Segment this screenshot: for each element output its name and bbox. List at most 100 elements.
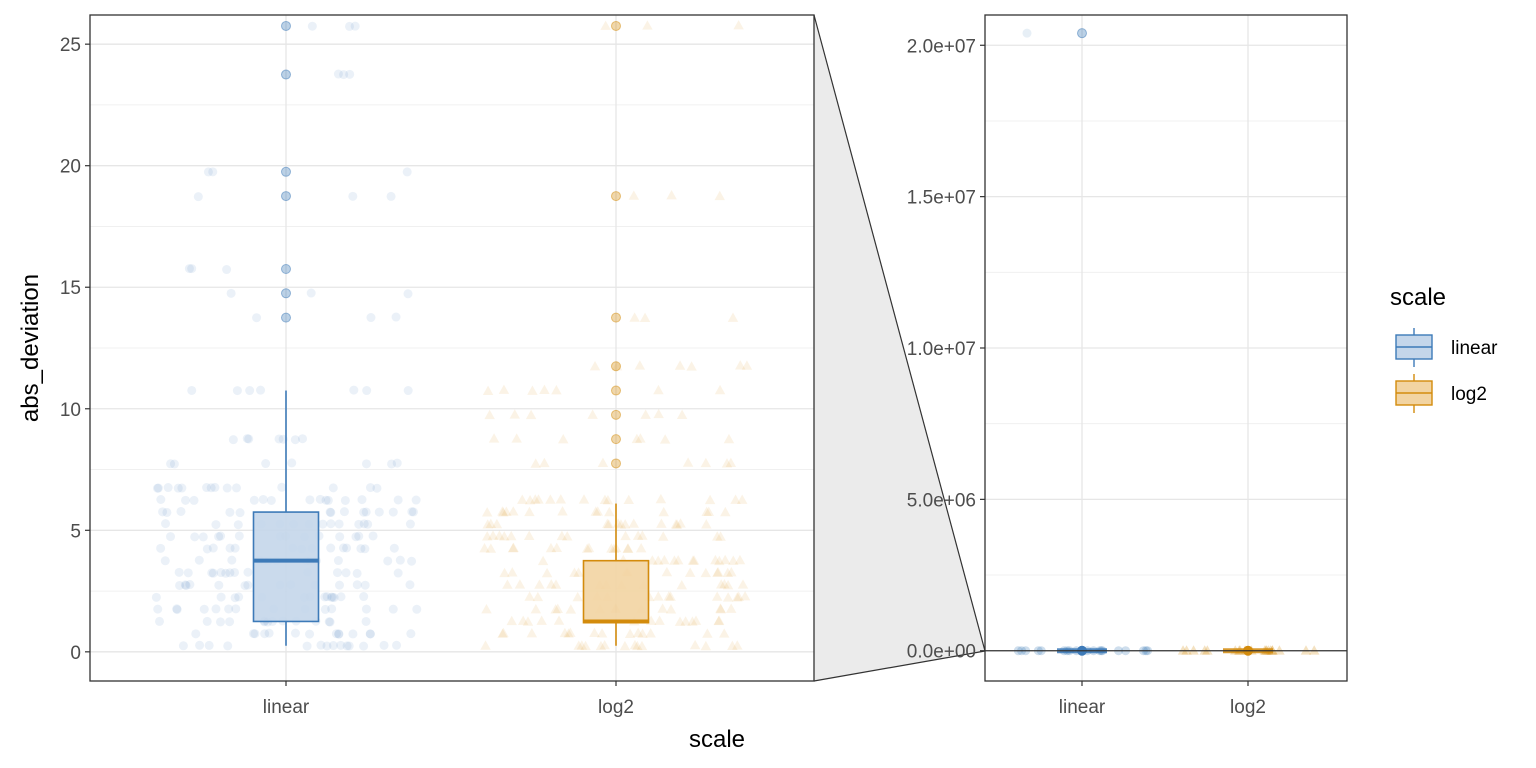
jitter-point — [552, 603, 564, 613]
jitter-point — [506, 530, 517, 541]
jitter-point — [536, 615, 547, 625]
jitter-point — [162, 507, 172, 517]
jitter-point — [530, 494, 541, 504]
jitter-point — [348, 629, 358, 639]
jitter-point — [507, 567, 518, 577]
jitter-point — [202, 483, 212, 493]
jitter-point — [619, 640, 631, 651]
jitter-point — [178, 641, 188, 651]
jitter-point — [207, 568, 217, 578]
jitter-point — [324, 617, 334, 627]
jitter-point — [352, 580, 362, 590]
jitter-point — [202, 616, 212, 626]
jitter-point — [320, 604, 330, 614]
jitter-point — [243, 567, 253, 577]
jitter-point — [700, 567, 712, 578]
jitter-point — [234, 531, 244, 541]
jitter-point — [545, 542, 557, 553]
jitter-point — [481, 507, 493, 517]
jitter-point — [365, 629, 375, 639]
jitter-point — [600, 20, 611, 30]
jitter-point — [655, 493, 667, 504]
jitter-point — [339, 70, 349, 80]
jitter-point — [1265, 645, 1276, 655]
jitter-point — [181, 495, 191, 505]
jitter-point — [180, 580, 190, 590]
jitter-point — [657, 603, 668, 613]
jitter-point — [550, 604, 561, 614]
jitter-point — [245, 386, 255, 396]
jitter-point — [361, 459, 371, 469]
jitter-point — [341, 568, 351, 578]
jitter-point — [334, 629, 344, 639]
jitter-point — [732, 592, 743, 602]
jitter-point — [266, 495, 276, 505]
jitter-point — [215, 617, 225, 627]
jitter-point — [225, 507, 235, 517]
jitter-point — [720, 506, 731, 517]
jitter-point — [393, 568, 403, 578]
jitter-point — [663, 591, 675, 601]
y-tick-label: 1.5e+07 — [907, 188, 976, 209]
jitter-point — [725, 457, 737, 467]
jitter-point — [406, 629, 416, 639]
jitter-point — [232, 386, 242, 396]
jitter-point — [715, 603, 726, 613]
jitter-point — [231, 483, 241, 493]
jitter-point — [546, 579, 557, 589]
jitter-point — [334, 580, 344, 590]
jitter-point — [533, 494, 544, 504]
jitter-point — [686, 361, 697, 371]
jitter-point — [524, 494, 536, 505]
jitter-point — [562, 531, 573, 541]
jitter-point — [258, 494, 268, 504]
jitter-point — [482, 531, 493, 541]
jitter-point — [158, 507, 168, 517]
jitter-point — [658, 506, 669, 517]
jitter-point — [624, 628, 636, 639]
jitter-point — [545, 494, 556, 504]
jitter-point — [736, 494, 748, 504]
jitter-point — [537, 555, 549, 566]
jitter-point — [551, 385, 562, 395]
jitter-point — [573, 640, 585, 650]
jitter-point — [676, 409, 688, 419]
jitter-point — [485, 518, 497, 528]
outlier-point — [281, 166, 291, 177]
jitter-point — [383, 556, 393, 566]
outlier-point — [611, 361, 621, 372]
jitter-point — [684, 567, 696, 577]
jitter-point — [629, 639, 641, 650]
jitter-point — [172, 605, 182, 615]
panel-border — [984, 14, 1348, 682]
y-tick-label: 0.0e+00 — [907, 642, 976, 663]
jitter-point — [688, 555, 700, 565]
jitter-point — [173, 483, 183, 493]
jitter-point — [392, 458, 402, 468]
jitter-point — [498, 384, 510, 394]
jitter-point — [712, 531, 723, 541]
legend-title: scale — [1390, 284, 1446, 311]
jitter-point — [1267, 645, 1278, 655]
jitter-point — [366, 313, 376, 323]
jitter-point — [620, 530, 631, 541]
jitter-point — [204, 640, 214, 650]
jitter-point — [702, 628, 713, 638]
jitter-point — [714, 384, 726, 395]
jitter-point — [403, 289, 413, 299]
jitter-point — [333, 69, 343, 79]
jitter-point — [408, 507, 418, 517]
jitter-point — [328, 641, 338, 651]
jitter-point — [701, 506, 712, 517]
jitter-point — [722, 592, 734, 602]
jitter-point — [307, 21, 317, 31]
jitter-point — [710, 554, 721, 565]
jitter-point — [202, 544, 212, 554]
zoom-connector-bottom-line — [813, 650, 986, 682]
jitter-point — [166, 532, 176, 542]
jitter-point — [689, 639, 701, 650]
jitter-point — [687, 616, 698, 626]
jitter-point — [223, 641, 233, 651]
jitter-point — [499, 567, 510, 578]
jitter-point — [389, 543, 399, 553]
